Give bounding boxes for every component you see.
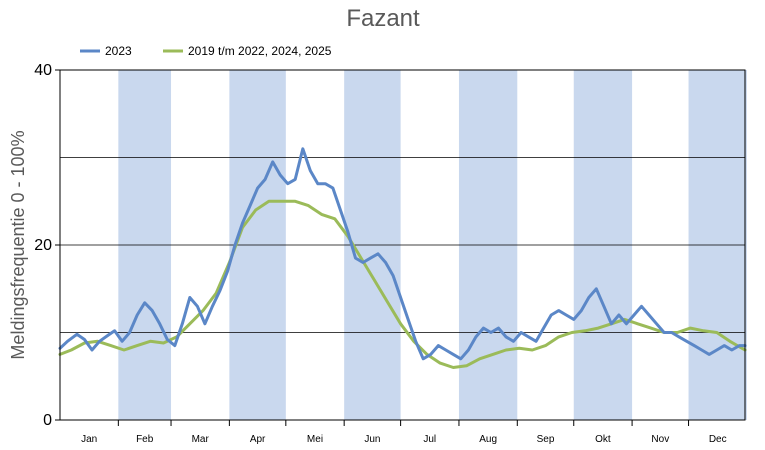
legend-label-2023: 2023 bbox=[105, 44, 132, 58]
tick-labels: Jan Feb Mar Apr Mei Jun Jul Aug Sep Okt Nov Dec 0 20 4… bbox=[34, 62, 726, 445]
x-tick-label-feb: Feb bbox=[136, 434, 154, 445]
series-lines bbox=[58, 147, 747, 369]
x-tick-label-dec: Dec bbox=[709, 434, 727, 445]
x-tick-label-aug: Aug bbox=[479, 434, 497, 445]
x-tick-label-nov: Nov bbox=[651, 434, 669, 445]
x-tick-label-apr: Apr bbox=[250, 434, 266, 445]
y-tick-label-0: 0 bbox=[43, 412, 52, 429]
x-tick-label-jul: Jul bbox=[423, 434, 436, 445]
y-tick-label-20: 20 bbox=[34, 237, 52, 254]
x-tick-label-jan: Jan bbox=[81, 434, 97, 445]
legend-label-other-years: 2019 t/m 2022, 2024, 2025 bbox=[188, 44, 332, 58]
gridlines bbox=[60, 157, 745, 333]
x-tick-label-jun: Jun bbox=[364, 434, 380, 445]
x-tick-label-mei: Mei bbox=[307, 434, 323, 445]
series-line-2023 bbox=[58, 147, 747, 361]
legend: 2023 2019 t/m 2022, 2024, 2025 bbox=[80, 44, 332, 58]
axes bbox=[55, 69, 746, 426]
chart-title: Fazant bbox=[346, 5, 420, 32]
y-tick-label-40: 40 bbox=[34, 62, 52, 79]
x-tick-label-sep: Sep bbox=[537, 434, 555, 445]
y-axis-label: Meldingsfrequentie 0 - 100% bbox=[8, 130, 28, 359]
x-tick-label-okt: Okt bbox=[595, 434, 611, 445]
x-tick-label-mar: Mar bbox=[192, 434, 210, 445]
